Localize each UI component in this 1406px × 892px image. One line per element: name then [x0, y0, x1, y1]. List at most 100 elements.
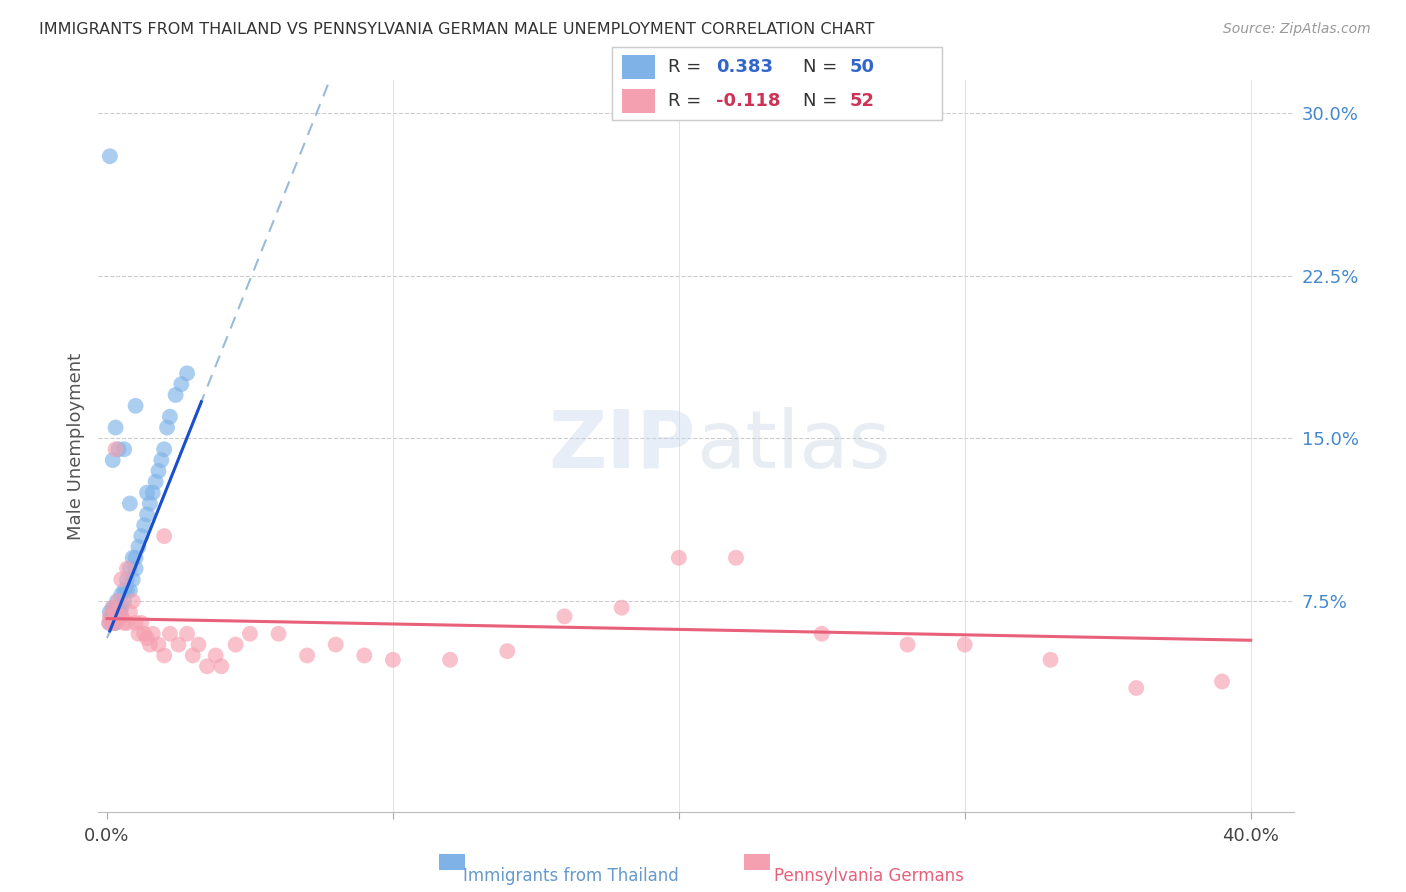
Point [103, 605, 125, 619]
Point [105, 594, 128, 608]
Point [104, 609, 127, 624]
Point [610, 600, 633, 615]
Point [142, 485, 165, 500]
Point [121, 573, 143, 587]
Point [181, 648, 204, 663]
Point [115, 561, 138, 575]
Point [439, 653, 461, 667]
Point [118, 496, 141, 510]
Point [295, 648, 318, 663]
Text: atlas: atlas [696, 407, 890, 485]
Point [1039, 653, 1062, 667]
Point [104, 600, 127, 615]
Point [98, 615, 121, 630]
Point [110, 588, 132, 602]
Point [104, 442, 127, 457]
Point [118, 561, 141, 575]
Point [159, 626, 181, 640]
Text: R =: R = [668, 58, 707, 76]
Point [112, 594, 135, 608]
Text: N =: N = [803, 92, 844, 110]
Point [104, 615, 127, 630]
Point [100, 609, 122, 624]
Point [101, 600, 124, 615]
Point [124, 561, 146, 575]
Point [134, 518, 156, 533]
Point [381, 653, 404, 667]
Text: 50: 50 [849, 58, 875, 76]
Point [156, 420, 179, 434]
Point [98, 605, 121, 619]
Point [131, 615, 153, 630]
Point [176, 626, 198, 640]
Point [121, 594, 143, 608]
Point [353, 648, 375, 663]
Point [159, 409, 181, 424]
Point [953, 638, 976, 652]
Point [139, 496, 162, 510]
Point [110, 600, 132, 615]
Point [110, 573, 132, 587]
Text: N =: N = [803, 58, 844, 76]
Point [124, 615, 146, 630]
Bar [621, 54, 655, 78]
Point [118, 605, 141, 619]
Bar [744, 855, 770, 871]
Point [148, 464, 170, 478]
Point [209, 659, 232, 673]
Point [136, 631, 159, 645]
Point [136, 485, 159, 500]
Point [150, 453, 173, 467]
Point [104, 615, 127, 630]
Point [118, 583, 141, 598]
Point [107, 600, 129, 615]
Point [115, 573, 138, 587]
Point [107, 442, 129, 457]
Point [121, 550, 143, 565]
Text: ZIP: ZIP [548, 407, 696, 485]
Point [127, 540, 149, 554]
Text: 0.383: 0.383 [716, 58, 773, 76]
Point [145, 475, 167, 489]
Point [101, 609, 124, 624]
Point [98, 609, 121, 624]
Point [115, 583, 138, 598]
Point [1211, 674, 1233, 689]
Point [167, 638, 190, 652]
Point [553, 609, 575, 624]
Point [153, 529, 176, 543]
Point [127, 626, 149, 640]
Point [110, 609, 132, 624]
Bar [621, 89, 655, 113]
Y-axis label: Male Unemployment: Male Unemployment [66, 352, 84, 540]
Point [810, 626, 832, 640]
Point [115, 615, 138, 630]
Point [107, 605, 129, 619]
Point [131, 529, 153, 543]
Point [142, 626, 165, 640]
Point [101, 453, 124, 467]
Point [104, 605, 127, 619]
Point [110, 609, 132, 624]
Point [325, 638, 347, 652]
Text: 52: 52 [849, 92, 875, 110]
Point [1125, 681, 1147, 695]
Point [139, 638, 162, 652]
Point [496, 644, 519, 658]
Point [98, 149, 121, 163]
Point [170, 377, 193, 392]
Point [112, 615, 135, 630]
Text: Pennsylvania Germans: Pennsylvania Germans [775, 867, 965, 885]
Point [267, 626, 290, 640]
Point [153, 442, 176, 457]
Point [101, 600, 124, 615]
Point [103, 615, 125, 630]
Bar [439, 855, 465, 871]
Point [165, 388, 187, 402]
Text: IMMIGRANTS FROM THAILAND VS PENNSYLVANIA GERMAN MALE UNEMPLOYMENT CORRELATION CH: IMMIGRANTS FROM THAILAND VS PENNSYLVANIA… [39, 22, 875, 37]
Point [724, 550, 747, 565]
Point [187, 638, 209, 652]
Point [153, 648, 176, 663]
Point [239, 626, 262, 640]
Point [124, 550, 146, 565]
